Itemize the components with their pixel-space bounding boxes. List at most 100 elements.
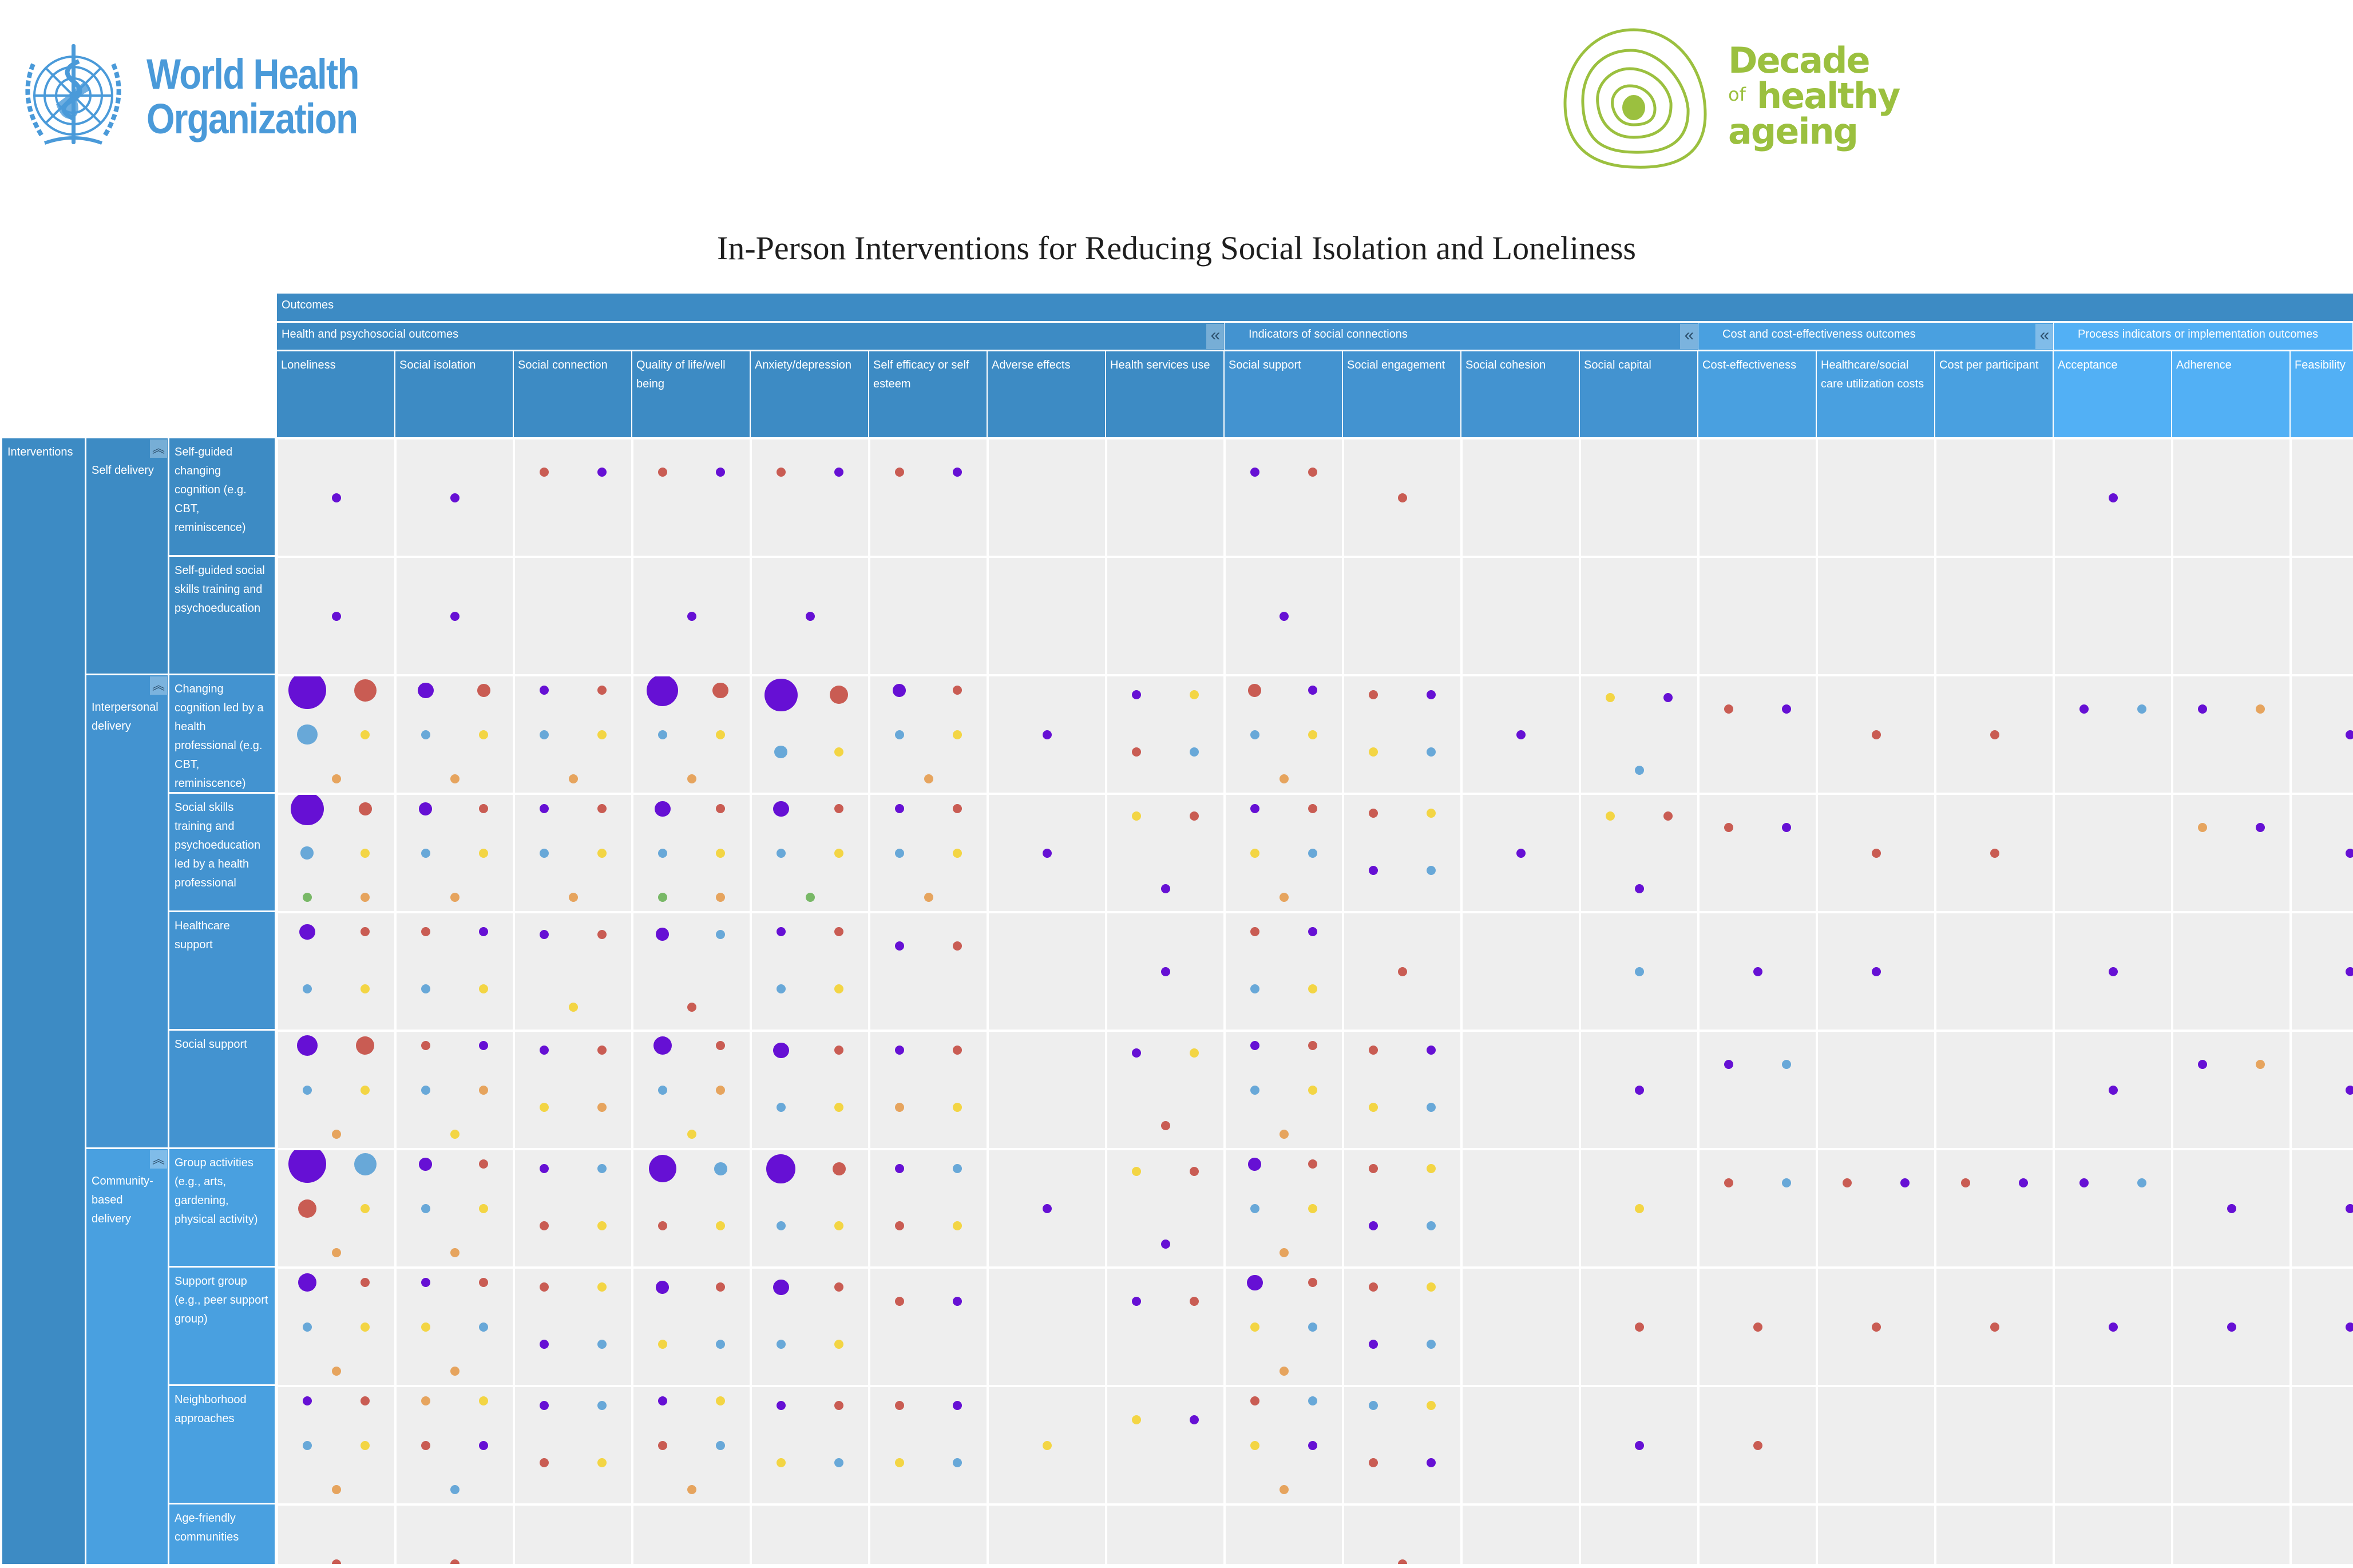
- bubble-P[interactable]: [296, 1035, 318, 1056]
- bubble-R[interactable]: [1190, 1296, 1199, 1306]
- bubble-P[interactable]: [656, 928, 670, 941]
- bubble-O[interactable]: [716, 1085, 726, 1095]
- bubble-R[interactable]: [834, 1046, 844, 1055]
- grid-cell[interactable]: [2055, 1387, 2171, 1503]
- bubble-P[interactable]: [421, 1278, 430, 1288]
- grid-cell[interactable]: [1581, 1387, 1697, 1503]
- bubble-P[interactable]: [2197, 704, 2207, 714]
- grid-cell[interactable]: [1700, 1506, 1816, 1564]
- bubble-P[interactable]: [2345, 1085, 2353, 1095]
- grid-cell[interactable]: [278, 1506, 394, 1564]
- bubble-O[interactable]: [1279, 892, 1289, 902]
- bubble-B[interactable]: [776, 1221, 786, 1230]
- bubble-P[interactable]: [1250, 804, 1259, 814]
- bubble-R[interactable]: [331, 1559, 341, 1564]
- bubble-Y[interactable]: [1427, 1164, 1436, 1174]
- bubble-P[interactable]: [331, 611, 341, 621]
- bubble-P[interactable]: [2345, 730, 2353, 739]
- grid-cell[interactable]: [989, 558, 1105, 674]
- bubble-R[interactable]: [539, 1458, 549, 1467]
- bubble-R[interactable]: [1250, 1396, 1259, 1406]
- bubble-Y[interactable]: [1427, 809, 1436, 818]
- bubble-B[interactable]: [953, 1458, 962, 1467]
- bubble-P[interactable]: [2256, 822, 2265, 832]
- bubble-P[interactable]: [1368, 1339, 1378, 1349]
- bubble-R[interactable]: [1308, 804, 1318, 814]
- bubble-R[interactable]: [361, 1278, 370, 1288]
- grid-cell[interactable]: [752, 795, 868, 911]
- bubble-B[interactable]: [597, 1339, 607, 1349]
- grid-cell[interactable]: [2292, 676, 2353, 793]
- bubble-Y[interactable]: [450, 1129, 459, 1139]
- bubble-O[interactable]: [2256, 704, 2265, 714]
- bubble-P[interactable]: [450, 611, 459, 621]
- grid-cell[interactable]: [1463, 913, 1579, 1030]
- grid-cell[interactable]: [2173, 676, 2289, 793]
- grid-cell[interactable]: [2055, 558, 2171, 674]
- bubble-P[interactable]: [1250, 467, 1259, 477]
- bubble-P[interactable]: [1279, 611, 1289, 621]
- bubble-P[interactable]: [597, 467, 607, 477]
- bubble-Y[interactable]: [834, 984, 844, 993]
- grid-cell[interactable]: [1344, 1150, 1460, 1266]
- bubble-P[interactable]: [2345, 1322, 2353, 1332]
- bubble-B[interactable]: [302, 1440, 312, 1450]
- grid-cell[interactable]: [1700, 1032, 1816, 1148]
- bubble-Y[interactable]: [1368, 747, 1378, 757]
- bubble-P[interactable]: [419, 802, 433, 815]
- grid-cell[interactable]: [752, 558, 868, 674]
- grid-cell[interactable]: [1463, 795, 1579, 911]
- grid-cell[interactable]: [1463, 1269, 1579, 1385]
- bubble-Y[interactable]: [361, 1322, 370, 1332]
- bubble-P[interactable]: [953, 1401, 962, 1411]
- grid-cell[interactable]: [278, 676, 394, 793]
- grid-cell[interactable]: [1107, 1269, 1223, 1385]
- grid-cell[interactable]: [1463, 676, 1579, 793]
- bubble-B[interactable]: [1427, 1221, 1436, 1230]
- bubble-R[interactable]: [953, 1046, 962, 1055]
- bubble-Y[interactable]: [1250, 848, 1259, 858]
- grid-cell[interactable]: [1700, 676, 1816, 793]
- bubble-O[interactable]: [924, 774, 933, 783]
- bubble-P[interactable]: [1308, 927, 1318, 937]
- grid-cell[interactable]: [2292, 558, 2353, 674]
- grid-cell[interactable]: [278, 1032, 394, 1148]
- bubble-P[interactable]: [773, 1042, 789, 1059]
- bubble-Y[interactable]: [1308, 1085, 1318, 1095]
- grid-cell[interactable]: [1581, 558, 1697, 674]
- grid-cell[interactable]: [515, 795, 631, 911]
- bubble-P[interactable]: [2079, 704, 2089, 714]
- grid-cell[interactable]: [2055, 676, 2171, 793]
- grid-cell[interactable]: [1700, 439, 1816, 556]
- bubble-R[interactable]: [834, 1401, 844, 1411]
- grid-cell[interactable]: [1226, 558, 1342, 674]
- grid-cell[interactable]: [397, 913, 513, 1030]
- bubble-Y[interactable]: [1427, 1282, 1436, 1292]
- bubble-Y[interactable]: [597, 1282, 607, 1292]
- bubble-B[interactable]: [1308, 1322, 1318, 1332]
- bubble-R[interactable]: [716, 1041, 726, 1051]
- bubble-R[interactable]: [539, 1221, 549, 1230]
- bubble-P[interactable]: [1427, 690, 1436, 700]
- bubble-R[interactable]: [1871, 730, 1881, 739]
- bubble-B[interactable]: [1250, 730, 1259, 739]
- bubble-R[interactable]: [1397, 493, 1407, 502]
- grid-cell[interactable]: [2055, 1269, 2171, 1385]
- grid-cell[interactable]: [397, 1150, 513, 1266]
- bubble-R[interactable]: [716, 1282, 726, 1292]
- bubble-R[interactable]: [1990, 1322, 1999, 1332]
- bubble-Y[interactable]: [1042, 1440, 1052, 1450]
- bubble-P[interactable]: [2227, 1203, 2236, 1213]
- bubble-B[interactable]: [776, 1102, 786, 1112]
- bubble-Y[interactable]: [361, 1085, 370, 1095]
- grid-cell[interactable]: [2055, 1032, 2171, 1148]
- grid-cell[interactable]: [515, 1150, 631, 1266]
- bubble-P[interactable]: [776, 927, 786, 937]
- grid-cell[interactable]: [278, 1150, 394, 1266]
- bubble-Y[interactable]: [361, 848, 370, 858]
- bubble-O[interactable]: [450, 1366, 459, 1376]
- bubble-P[interactable]: [1160, 967, 1170, 976]
- bubble-Y[interactable]: [834, 747, 844, 757]
- bubble-O[interactable]: [1279, 1484, 1289, 1494]
- bubble-P[interactable]: [1160, 1240, 1170, 1249]
